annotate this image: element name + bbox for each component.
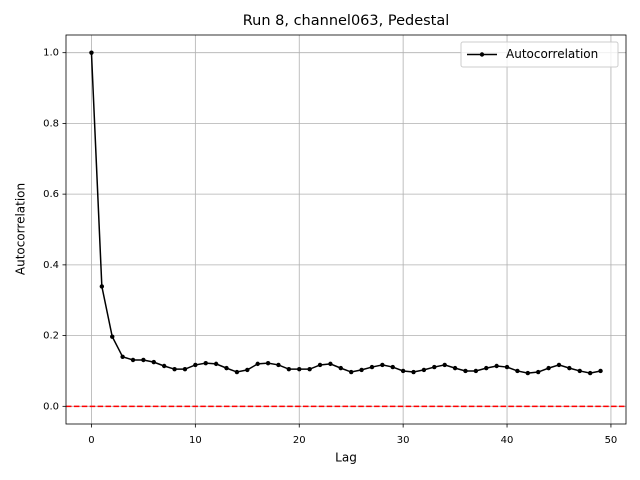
point [536,369,541,375]
point [525,370,531,376]
y-tick-label: 0.6 [43,189,59,200]
point [484,365,489,371]
point [317,362,323,368]
point [442,362,447,368]
point [203,360,208,366]
point [494,363,499,369]
legend [460,41,619,68]
x-tick-label: 50 [605,435,618,446]
point [297,366,302,372]
legend-label: Autocorrelation [506,47,598,61]
y-tick-label: 0.2 [43,331,59,342]
x-axis-label: Lag [335,451,357,465]
point [172,366,177,372]
point [598,368,603,374]
point [359,367,364,373]
point [276,362,281,368]
point [141,357,146,363]
axes-frame [65,34,627,425]
point [338,365,344,371]
point [411,369,416,375]
y-tick-label: 0.0 [43,401,59,412]
point [151,359,156,365]
point [369,364,375,370]
point [161,363,167,369]
x-tick-label: 0 [88,435,94,446]
point [224,365,229,371]
x-tick-label: 20 [293,435,306,446]
x-tick-label: 10 [189,435,202,446]
point [193,362,198,368]
point [110,334,115,339]
point [587,370,593,376]
legend-marker [479,52,485,57]
point [463,368,468,374]
point [307,366,312,372]
point [452,365,458,371]
chart-title: Run 8, channel063, Pedestal [243,13,450,29]
y-tick-label: 0.4 [43,260,59,271]
point [348,369,354,375]
point [182,366,188,372]
point [567,365,572,371]
point [286,366,292,372]
point [89,50,94,55]
point [504,364,510,370]
point [120,354,125,360]
point [577,368,582,374]
point [400,368,406,374]
point [380,362,385,368]
series-line [90,52,601,374]
point [234,369,240,375]
point [265,360,271,366]
point [556,362,562,368]
point [515,368,520,374]
y-tick-label: 1.0 [43,48,59,59]
point [328,361,333,367]
point [432,364,437,370]
point [473,368,479,374]
point [390,364,395,370]
point [255,361,260,367]
y-axis-label: Autocorrelation [14,183,28,275]
point [213,361,219,367]
point [546,365,551,371]
point [130,357,136,363]
y-tick-label: 0.8 [43,118,59,129]
x-tick-label: 40 [501,435,514,446]
point [99,284,105,289]
x-tick-label: 30 [397,435,410,446]
point [245,367,250,373]
point [421,367,427,373]
